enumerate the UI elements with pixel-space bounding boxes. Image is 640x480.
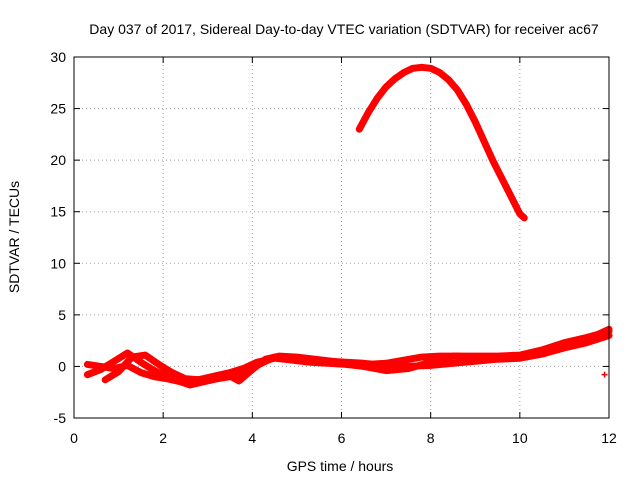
data-point <box>436 353 443 360</box>
data-point <box>97 363 104 370</box>
data-point <box>472 118 479 125</box>
data-point <box>240 365 247 372</box>
data-point <box>472 354 479 361</box>
data-point <box>525 353 532 360</box>
x-tick-label: 8 <box>427 430 435 446</box>
y-tick-label: 5 <box>58 307 66 323</box>
y-axis-label: SDTVAR / TECUs <box>6 181 22 293</box>
y-tick-label: -5 <box>54 410 67 426</box>
data-point <box>182 375 189 382</box>
data-point <box>383 360 390 367</box>
data-point <box>155 361 162 368</box>
data-point <box>365 109 372 116</box>
data-point <box>601 371 608 378</box>
data-point <box>543 348 550 355</box>
data-point <box>169 369 176 376</box>
data-point <box>418 64 425 71</box>
data-point <box>507 354 514 361</box>
data-point <box>383 83 390 90</box>
data-point <box>383 367 390 374</box>
data-point <box>463 101 470 108</box>
data-point <box>427 65 434 72</box>
data-point <box>365 361 372 368</box>
data-point <box>137 359 144 366</box>
data-point <box>427 359 434 366</box>
data-point <box>409 65 416 72</box>
data-point <box>400 357 407 364</box>
x-tick-label: 0 <box>70 430 78 446</box>
data-point <box>151 367 158 374</box>
data-point <box>111 358 118 365</box>
data-point <box>454 87 461 94</box>
data-point <box>392 75 398 82</box>
data-layer <box>83 63 613 389</box>
chart-title: Day 037 of 2017, Sidereal Day-to-day VTE… <box>89 21 599 37</box>
data-point <box>521 214 528 221</box>
data-point <box>84 361 91 368</box>
data-point <box>400 69 407 76</box>
data-point <box>222 370 229 377</box>
data-point <box>128 354 135 361</box>
data-point <box>561 343 568 350</box>
y-tick-label: 10 <box>50 255 66 271</box>
y-tick-label: 0 <box>58 358 66 374</box>
data-point <box>490 158 497 165</box>
data-point <box>142 352 149 359</box>
y-tick-label: 25 <box>50 101 66 117</box>
data-point <box>249 366 256 373</box>
data-point <box>84 371 91 378</box>
data-point <box>235 377 242 384</box>
data-point <box>597 330 604 337</box>
data-point <box>507 193 514 200</box>
y-tick-label: 20 <box>50 152 66 168</box>
data-point <box>490 355 497 362</box>
x-tick-label: 6 <box>338 430 346 446</box>
data-point <box>124 350 131 357</box>
data-point <box>499 175 505 182</box>
data-point <box>454 353 461 360</box>
data-point <box>445 76 452 83</box>
data-point <box>164 375 171 382</box>
x-tick-label: 12 <box>601 430 617 446</box>
data-point <box>481 138 488 145</box>
data-point <box>195 376 202 383</box>
x-tick-label: 10 <box>512 430 528 446</box>
data-point <box>137 369 144 376</box>
data-point <box>276 353 283 360</box>
data-point <box>102 376 109 383</box>
data-point <box>374 95 381 102</box>
data-point <box>311 356 318 363</box>
series-line-arc-4 <box>355 63 528 222</box>
data-point <box>436 69 443 76</box>
x-axis-label: GPS time / hours <box>287 458 394 474</box>
x-tick-label: 4 <box>248 430 256 446</box>
data-point <box>356 126 363 133</box>
data-point <box>579 338 586 345</box>
data-point <box>293 354 300 361</box>
data-point <box>347 360 354 367</box>
data-point <box>262 356 269 363</box>
data-point <box>209 373 216 380</box>
data-point <box>329 358 336 365</box>
y-tick-label: 15 <box>50 204 66 220</box>
data-point <box>151 373 158 380</box>
data-point <box>405 365 412 372</box>
y-tick-label: 30 <box>50 49 66 65</box>
data-point <box>449 360 456 367</box>
data-point <box>516 210 523 217</box>
data-point <box>418 354 425 361</box>
data-point <box>115 368 122 375</box>
x-tick-label: 2 <box>159 430 167 446</box>
